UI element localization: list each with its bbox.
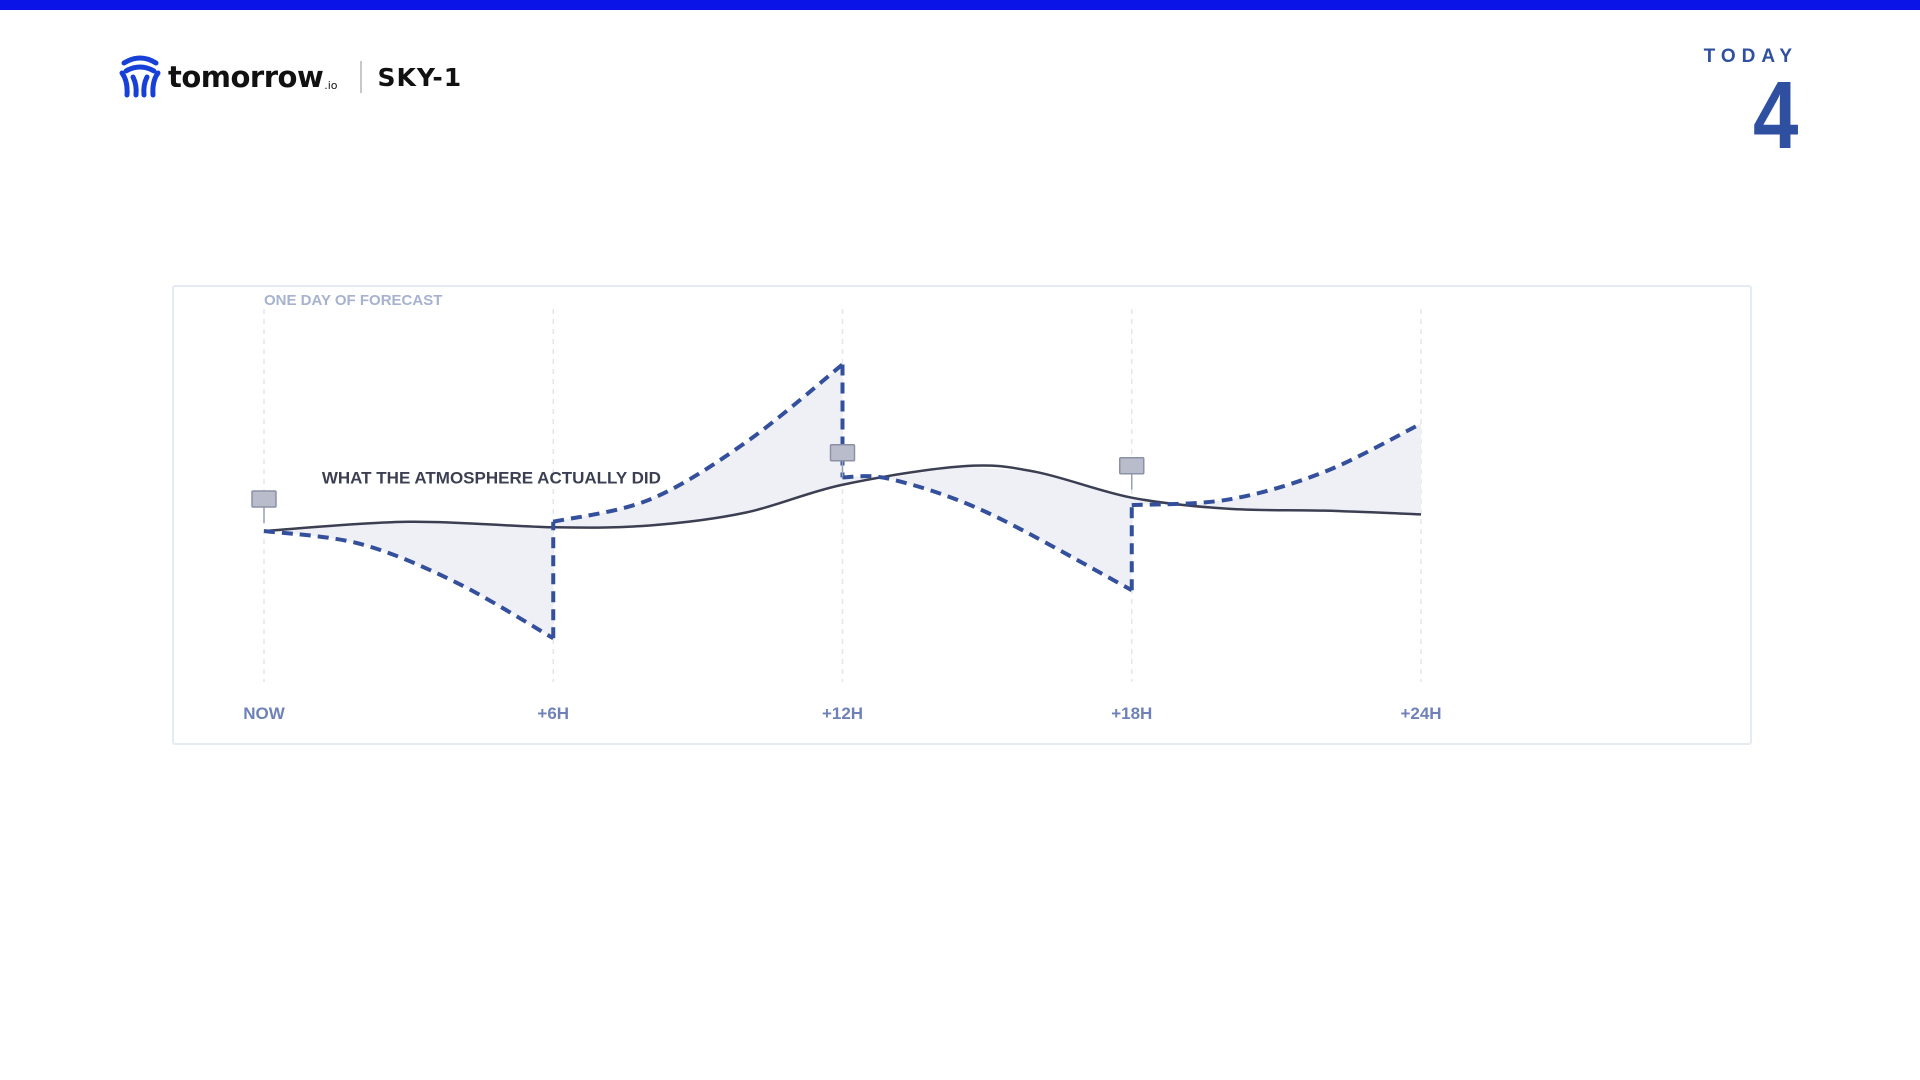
x-tick-label: NOW xyxy=(243,704,286,723)
uncertainty-band xyxy=(553,364,843,528)
observation-marker xyxy=(251,490,277,508)
forecast-line xyxy=(263,529,555,641)
observation-marker xyxy=(829,444,856,462)
annotation-label: WHAT THE ATMOSPHERE ACTUALLY DID xyxy=(322,469,661,488)
uncertainty-band xyxy=(264,521,554,639)
observation-marker xyxy=(1119,456,1145,475)
forecast-chart-svg: ONE DAY OF FORECAST WHAT THE ATMOSPHERE A… xyxy=(243,292,1441,723)
brand-name: tomorrow xyxy=(168,60,324,94)
header: tomorrow .io SKY-1 xyxy=(118,52,462,102)
x-tick-label: +18H xyxy=(1111,704,1152,723)
today-value: 4 xyxy=(1752,62,1798,169)
tomorrow-io-logo-icon xyxy=(119,55,161,98)
chart-title: ONE DAY OF FORECAST xyxy=(264,292,442,309)
top-accent-bar xyxy=(0,0,1920,10)
actual-line xyxy=(263,464,1422,533)
today-label: TODAY xyxy=(1703,46,1798,67)
product-name: SKY-1 xyxy=(377,62,463,92)
x-tick-label: +24H xyxy=(1400,704,1441,723)
x-tick-label: +12H xyxy=(822,704,863,723)
header-divider xyxy=(359,61,362,93)
forecast-chart: ONE DAY OF FORECAST WHAT THE ATMOSPHERE A… xyxy=(172,285,1752,745)
uncertainty-band xyxy=(1131,423,1421,515)
forecast-line xyxy=(552,362,844,524)
brand-suffix: .io xyxy=(324,79,338,92)
x-tick-label: +6H xyxy=(537,704,569,723)
uncertainty-band xyxy=(842,466,1132,591)
forecast-line xyxy=(1131,421,1422,508)
forecast-line xyxy=(842,474,1133,592)
